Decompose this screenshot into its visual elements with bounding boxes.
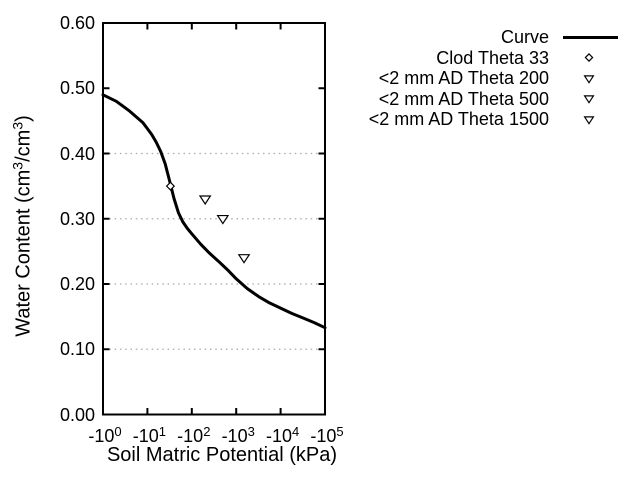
x-tick-label--10^4: -104	[265, 424, 300, 446]
legend-label: Curve	[500, 27, 549, 48]
legend-diamond-icon	[584, 53, 594, 63]
x-tick-label--10^0: -100	[88, 424, 122, 446]
marker-diamond	[165, 181, 176, 191]
marker-triangle-down	[198, 195, 212, 206]
x-tick-label--10^2: -102	[177, 424, 211, 446]
marker-triangle-down	[216, 214, 230, 225]
legend: Curve Clod Theta 33 <2 mm AD Theta 200 <2 m…	[310, 27, 634, 130]
y-tick-label-0.40: 0.40	[59, 143, 95, 164]
legend-label: Clod Theta 33	[436, 47, 549, 68]
y-tick-label-0.00: 0.00	[59, 404, 95, 425]
legend-triangle-down-icon	[583, 75, 595, 84]
x-axis-title: Soil Matric Potential (kPa)	[106, 444, 338, 466]
y-axis-title: Water Content (cm3/cm3)	[9, 115, 36, 337]
legend-marker-line	[563, 35, 618, 39]
scatter-markers	[165, 181, 251, 264]
marker-triangle-down	[237, 254, 251, 264]
legend-marker-triangle-down	[583, 95, 595, 105]
y-axis-title-superscript: 3	[9, 121, 26, 130]
legend-marker-triangle-down	[583, 75, 595, 84]
legend-item: <2 mm AD Theta 500	[310, 89, 634, 110]
legend-item: <2 mm AD Theta 1500	[310, 109, 634, 130]
legend-marker-diamond	[584, 53, 594, 63]
legend-label: <2 mm AD Theta 500	[378, 88, 549, 109]
y-axis-title-superscript: 3	[9, 161, 26, 170]
legend-item: Clod Theta 33	[310, 48, 634, 69]
y-tick-label-0.30: 0.30	[59, 208, 95, 229]
gridlines	[104, 152, 324, 350]
legend-triangle-down-icon	[583, 95, 595, 105]
legend-label: <2 mm AD Theta 1500	[368, 109, 549, 130]
y-tick-label-0.60: 0.60	[59, 13, 95, 33]
x-tick-label--10^5: -105	[310, 424, 344, 446]
legend-triangle-down-icon	[583, 116, 595, 125]
y-tick-label-0.10: 0.10	[59, 339, 95, 360]
axis-ticks	[102, 22, 326, 416]
y-tick-label-0.50: 0.50	[59, 78, 95, 99]
legend-item: Curve	[310, 27, 634, 48]
legend-label: <2 mm AD Theta 200	[378, 68, 549, 89]
x-tick-label--10^3: -103	[221, 424, 255, 446]
legend-item: <2 mm AD Theta 200	[310, 68, 634, 89]
retention-curve-line	[101, 93, 327, 330]
y-axis-title-text: Water Content (cm	[12, 169, 35, 337]
y-tick-label-0.20: 0.20	[59, 274, 95, 294]
y-axis-title-text: /cm	[12, 129, 35, 162]
legend-marker-triangle-down	[583, 116, 595, 125]
x-tick-label--10^1: -101	[132, 424, 167, 446]
